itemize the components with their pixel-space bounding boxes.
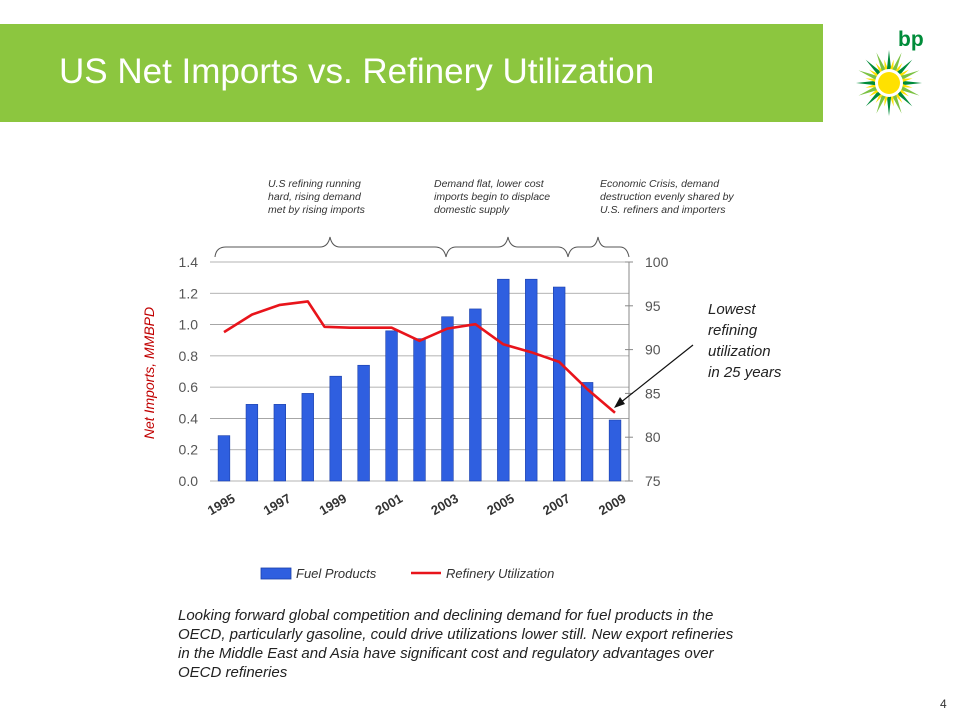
helios-ray — [896, 90, 913, 107]
helios-ray — [886, 95, 892, 116]
bar — [217, 435, 231, 482]
bar — [357, 364, 370, 482]
brace-1 — [214, 236, 447, 258]
y-tick-label: 0.4 — [179, 410, 199, 426]
x-tick-label: 1995 — [205, 491, 238, 518]
bar — [245, 404, 259, 482]
utilization-line — [223, 300, 616, 414]
bracket-3-line-2: destruction evenly shared by — [600, 191, 734, 203]
bracket-annotation-1: U.S refining running hard, rising demand… — [268, 178, 366, 216]
helios-ray — [858, 85, 879, 96]
y-tick-label: 1.0 — [179, 317, 199, 333]
helios-ray — [886, 50, 892, 71]
brace-3 — [567, 236, 630, 258]
helios-ray — [901, 80, 922, 86]
callout-line-3: utilization — [708, 343, 771, 360]
helios-ray — [865, 59, 882, 76]
y2-tick-label: 90 — [645, 342, 661, 358]
y2-tick-label: 100 — [645, 254, 669, 270]
y-axis-label: Net Imports, MMBPD — [141, 307, 157, 439]
legend-label-line: Refinery Utilization — [446, 566, 554, 581]
helios-inner-ray — [865, 78, 878, 83]
bar — [273, 404, 286, 482]
callout-arrowhead-icon — [614, 397, 625, 408]
y-tick-label: 1.2 — [179, 285, 199, 301]
bar — [469, 308, 482, 482]
line-series — [223, 300, 616, 414]
y2-axis-ticks: 75 80 85 90 95 100 — [625, 254, 669, 489]
legend-label-bars: Fuel Products — [296, 566, 377, 581]
helios-ray — [896, 59, 913, 76]
helios-inner-ray — [889, 59, 894, 72]
helios-ray — [856, 80, 877, 86]
bracket-1-line-1: U.S refining running — [268, 178, 361, 190]
y2-tick-label: 80 — [645, 429, 661, 445]
bracket-2-line-1: Demand flat, lower cost — [434, 178, 545, 190]
helios-ray — [899, 85, 920, 96]
helios-inner-ray — [900, 78, 913, 83]
y-tick-label: 0.0 — [179, 473, 199, 489]
helios-ray — [865, 90, 882, 107]
y2-tick-label: 95 — [645, 298, 661, 314]
helios-inner-ray — [900, 83, 913, 88]
y-tick-label: 0.2 — [179, 442, 199, 458]
bracket-1-line-3: met by rising imports — [268, 204, 366, 216]
x-tick-label: 2007 — [540, 491, 573, 518]
x-tick-label: 2009 — [596, 491, 629, 518]
helios-ray — [876, 93, 887, 114]
x-tick-label: 2001 — [373, 491, 406, 518]
bp-logo: bp — [850, 26, 940, 126]
bracket-3-line-1: Economic Crisis, demand — [600, 178, 720, 190]
slide-caption: Looking forward global competition and d… — [178, 607, 734, 681]
chart: U.S refining running hard, rising demand… — [141, 178, 782, 581]
helios-inner-ray — [884, 94, 889, 107]
y-tick-label: 0.6 — [179, 379, 199, 395]
bar — [413, 338, 426, 482]
y-tick-label: 1.4 — [179, 254, 199, 270]
x-axis-ticks: 1995 1997 1999 2001 2003 2005 2007 2009 — [205, 491, 629, 518]
helios-ray — [891, 93, 902, 114]
y2-tick-label: 85 — [645, 385, 661, 401]
bar — [441, 316, 454, 482]
bracket-1-line-2: hard, rising demand — [268, 191, 362, 203]
callout-line-2: refining — [708, 322, 758, 339]
bracket-2-line-3: domestic supply — [434, 204, 510, 216]
helios-ray — [858, 70, 879, 81]
helios-ray — [899, 70, 920, 81]
title-bar — [0, 24, 823, 122]
x-tick-label: 2003 — [428, 491, 461, 518]
brace-2 — [445, 236, 569, 258]
bar — [497, 278, 510, 482]
helios-icon — [856, 50, 922, 116]
callout-line-1: Lowest — [708, 301, 756, 318]
x-tick-label: 1997 — [261, 491, 294, 518]
y-tick-label: 0.8 — [179, 348, 199, 364]
callout-arrow-line — [619, 344, 694, 404]
page-number: 4 — [940, 697, 947, 711]
bracket-annotation-2: Demand flat, lower cost imports begin to… — [434, 178, 550, 216]
bar — [301, 393, 314, 482]
callout-line-4: in 25 years — [708, 364, 782, 381]
bracket-annotation-3: Economic Crisis, demand destruction even… — [600, 178, 734, 216]
legend-swatch-bars — [260, 567, 292, 580]
bracket-3-line-3: U.S. refiners and importers — [600, 204, 726, 216]
helios-ray — [876, 52, 887, 73]
x-tick-label: 1999 — [317, 491, 350, 518]
bracket-2-line-2: imports begin to displace — [434, 191, 550, 203]
y-axis-ticks: 0.0 0.2 0.4 0.6 0.8 1.0 1.2 1.4 — [179, 254, 199, 489]
callout-annotation: Lowest refining utilization in 25 years — [614, 301, 782, 408]
slide-title: US Net Imports vs. Refinery Utilization — [59, 52, 655, 91]
bar — [608, 419, 622, 482]
bar — [329, 375, 342, 482]
logo-text: bp — [898, 28, 924, 51]
bar — [553, 286, 566, 482]
x-tick-label: 2005 — [484, 491, 517, 518]
bar-series — [217, 278, 622, 482]
legend: Fuel Products Refinery Utilization — [260, 566, 554, 581]
bar — [525, 278, 538, 482]
y2-tick-label: 75 — [645, 473, 661, 489]
bar — [580, 382, 594, 482]
bar — [385, 330, 398, 482]
helios-ray — [891, 52, 902, 73]
